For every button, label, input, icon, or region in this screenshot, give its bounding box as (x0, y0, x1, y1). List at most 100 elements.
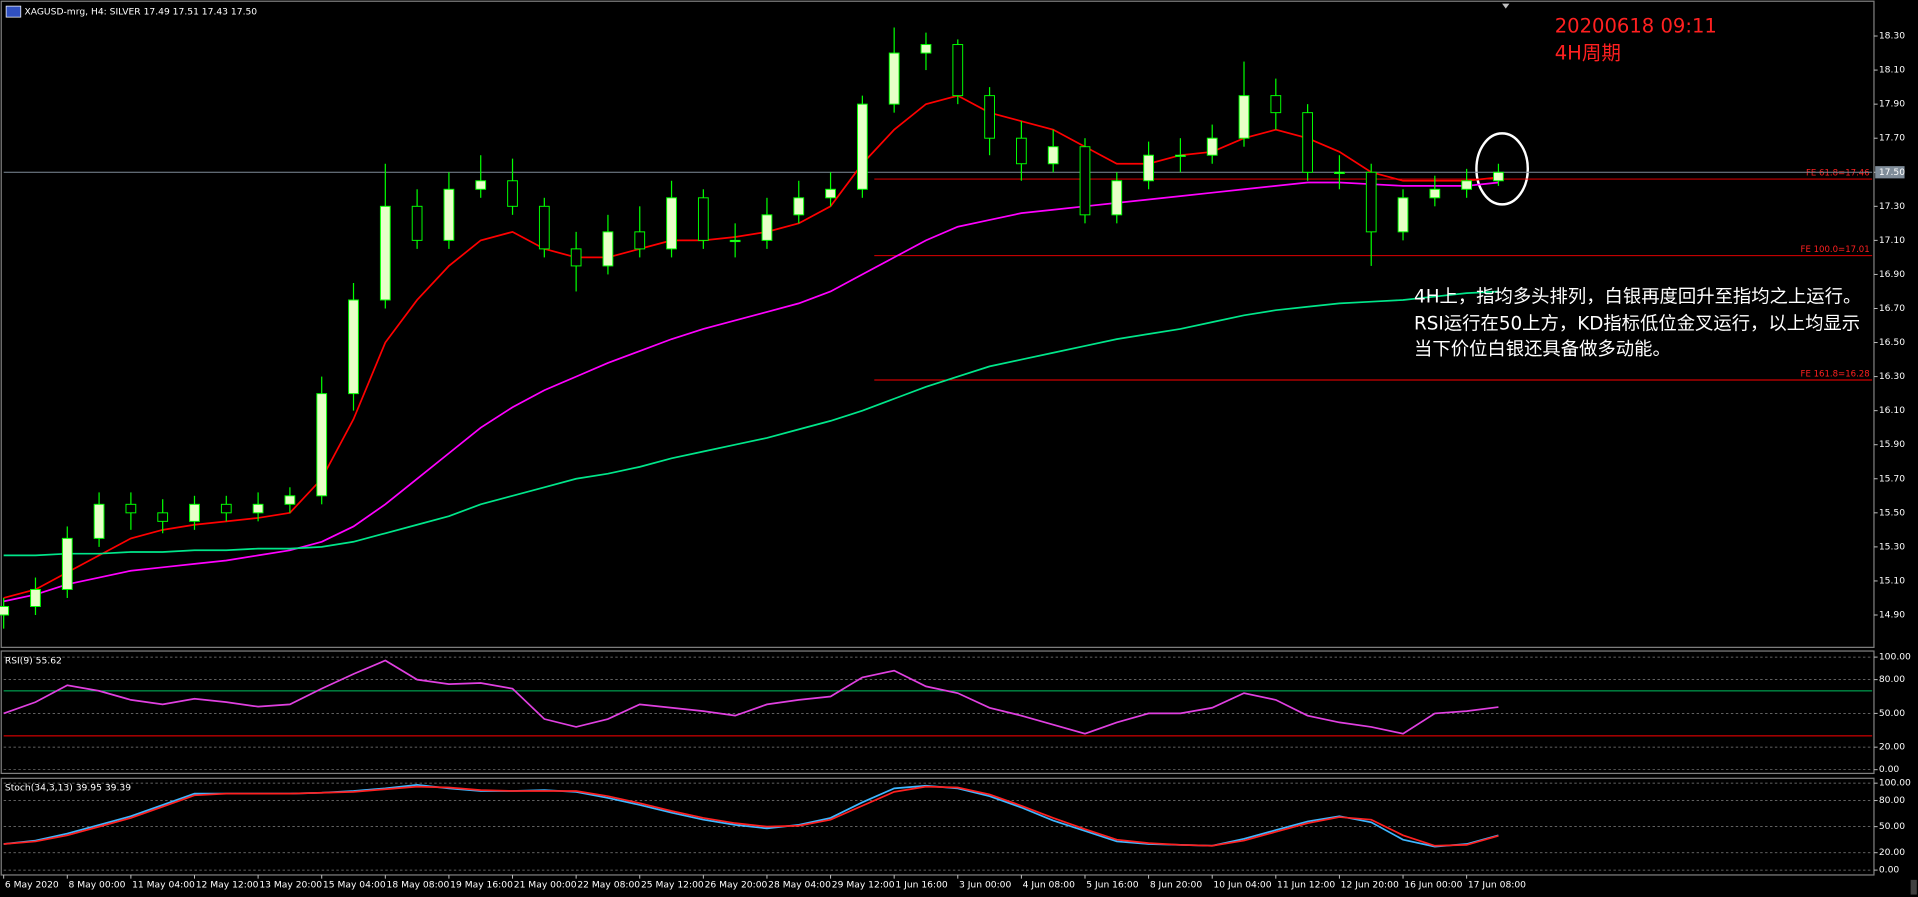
candle-body (284, 495, 296, 505)
y-tick-label: 16.30 (1879, 371, 1905, 382)
x-tick-label: 4 Jun 08:00 (1023, 879, 1076, 890)
candle-body (157, 512, 169, 522)
x-tick-label: 28 May 04:00 (768, 879, 831, 890)
candle-body (30, 588, 41, 607)
candle-body (1047, 146, 1059, 165)
y-tick-label: 18.10 (1879, 65, 1905, 76)
y-tick-label: 16.10 (1879, 405, 1905, 416)
candle-body (61, 537, 73, 590)
y-tick-label: 50.00 (1879, 708, 1905, 719)
y-tick-label: 50.00 (1879, 821, 1905, 832)
candle-body (348, 299, 359, 395)
x-tick-label: 19 May 16:00 (450, 879, 513, 890)
candle-body (411, 205, 423, 241)
candle-body (1270, 95, 1282, 114)
x-tick-label: 8 Jun 20:00 (1150, 879, 1203, 890)
y-tick-label: 17.90 (1879, 99, 1905, 110)
panel-title: XAGUSD-mrg, H4: SILVER 17.49 17.51 17.43… (24, 7, 257, 18)
candle-body (1429, 188, 1441, 199)
y-tick-label: 17.70 (1879, 133, 1905, 144)
x-tick-label: 8 May 00:00 (68, 879, 125, 890)
candle-body (1143, 154, 1154, 182)
y-tick-label: 20.00 (1879, 742, 1905, 753)
candle-body (475, 180, 487, 190)
y-tick-label: 14.90 (1879, 610, 1905, 621)
candle-body (920, 44, 932, 54)
x-tick-label: 26 May 20:00 (705, 879, 768, 890)
candle-body (507, 180, 518, 207)
scroll-corner (1910, 879, 1917, 895)
candle-body (793, 197, 805, 216)
x-tick-label: 22 May 08:00 (577, 879, 640, 890)
candle-body (538, 205, 550, 250)
y-tick-label: 15.90 (1879, 439, 1905, 450)
candle-body (1111, 180, 1123, 216)
highlight-circle (1475, 132, 1530, 206)
candle-body (888, 52, 900, 105)
x-tick-label: 11 Jun 12:00 (1277, 879, 1335, 890)
symbol-icon (5, 5, 22, 18)
annotation: 当下价位白银还具备做多动能。 (1414, 339, 1671, 360)
x-tick-label: 18 May 08:00 (387, 879, 450, 890)
candle-body (697, 197, 709, 241)
y-tick-label: 80.00 (1879, 674, 1905, 685)
candle-body (1238, 95, 1250, 139)
candle-body (1206, 137, 1218, 156)
candle-body (634, 231, 646, 250)
series-line (3, 181, 1499, 603)
x-tick-label: 16 Jun 00:00 (1404, 879, 1462, 890)
candle-body (1461, 180, 1473, 190)
x-tick-label: 1 Jun 16:00 (895, 879, 948, 890)
x-tick-label: 21 May 00:00 (514, 879, 577, 890)
candle-body (761, 214, 773, 241)
annotation: 20200618 09:11 (1555, 14, 1717, 37)
x-tick-label: 5 Jun 16:00 (1086, 879, 1139, 890)
candle-body (984, 95, 995, 139)
candle-body (252, 503, 264, 514)
y-tick-label: 0.00 (1879, 764, 1900, 775)
x-tick-label: 29 May 12:00 (832, 879, 895, 890)
x-tick-label: 13 May 20:00 (259, 879, 322, 890)
y-tick-label: 80.00 (1879, 795, 1905, 806)
rsi-panel-frame (0, 650, 1875, 775)
annotation: RSI运行在50上方，KD指标低位金叉运行，以上均显示 (1414, 313, 1860, 334)
x-tick-label: 10 Jun 04:00 (1213, 879, 1271, 890)
level-label: FE 161.8=16.28 (1801, 369, 1870, 379)
candle-body (666, 197, 677, 250)
y-tick-label: 18.30 (1879, 31, 1905, 42)
candle-body (729, 239, 741, 243)
candle-body (1175, 154, 1186, 157)
y-tick-label: 100.00 (1879, 652, 1911, 663)
candle-body (189, 503, 200, 522)
y-tick-label: 15.10 (1879, 575, 1905, 586)
price-tag (1875, 166, 1905, 179)
candle-body (1365, 171, 1377, 233)
y-tick-label: 16.90 (1879, 269, 1905, 280)
y-tick-label: 100.00 (1879, 778, 1911, 789)
y-tick-label: 17.10 (1879, 235, 1905, 246)
x-tick-label: 11 May 04:00 (132, 879, 195, 890)
y-tick-label: 15.50 (1879, 507, 1905, 518)
price-panel-frame (0, 0, 1875, 648)
x-tick-label: 15 May 04:00 (323, 879, 386, 890)
annotation: 4H上，指均多头排列，白银再度回升至指均之上运行。 (1414, 286, 1861, 307)
candle-body (316, 393, 328, 497)
candle-body (1334, 171, 1345, 174)
candle-body (1016, 137, 1027, 165)
candle-body (570, 248, 582, 267)
candle-body (0, 605, 10, 616)
candle-body (952, 44, 964, 97)
candle-body (1397, 197, 1409, 233)
candle-body (93, 503, 105, 539)
candle-body (443, 188, 455, 241)
panel-title: RSI(9) 55.62 (5, 655, 62, 666)
candle-body (825, 188, 836, 199)
y-tick-label: 16.50 (1879, 337, 1905, 348)
y-tick-label: 15.70 (1879, 473, 1905, 484)
x-tick-label: 6 May 2020 (5, 879, 59, 890)
y-tick-label: 0.00 (1879, 865, 1900, 876)
candle-body (856, 103, 868, 190)
